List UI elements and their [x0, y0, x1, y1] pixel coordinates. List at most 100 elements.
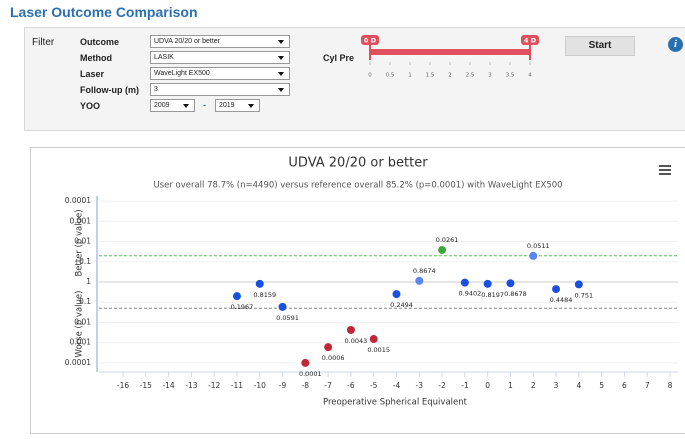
chart-subtitle: User overall 78.7% (n=4490) versus refer…: [153, 181, 562, 191]
data-label: 0.0043: [345, 337, 368, 345]
field-label: Laser: [80, 69, 105, 79]
slider-handle-badge: [361, 35, 379, 45]
data-point: [255, 279, 264, 288]
y-tick-label: 0.0001: [65, 196, 91, 205]
field-select[interactable]: 3: [150, 83, 290, 96]
data-point: [574, 280, 583, 289]
slider-handle-label: 0 D: [364, 37, 377, 45]
x-tick-label: -2: [438, 381, 446, 390]
x-tick-label: 7: [645, 381, 650, 390]
info-icon[interactable]: i: [668, 37, 683, 52]
slider-tick-label: 2.5: [466, 73, 475, 79]
slider-tick-label: 4: [528, 73, 532, 79]
data-label: 0.0015: [367, 346, 390, 354]
slider-tick-label: 1.5: [426, 73, 435, 79]
y-axis-title-better: Better (p value): [75, 209, 85, 276]
data-label: 0.0001: [299, 370, 322, 378]
field-label: Outcome: [80, 37, 120, 47]
data-label: 0.0591: [276, 314, 299, 322]
x-tick-label: 2: [531, 381, 536, 390]
year-separator: -: [203, 100, 206, 110]
data-label: 0.8674: [413, 267, 436, 275]
x-tick-label: 4: [576, 381, 581, 390]
slider-label: Cyl Pre: [323, 53, 355, 63]
x-tick-label: -12: [208, 381, 220, 390]
data-point: [278, 302, 287, 311]
chart-title: UDVA 20/20 or better: [288, 156, 428, 171]
data-point: [460, 278, 469, 287]
x-tick-label: -7: [324, 381, 332, 390]
field-select[interactable]: UDVA 20/20 or better: [150, 35, 290, 48]
filter-label: Filter: [32, 37, 55, 48]
x-tick-label: 5: [599, 381, 604, 390]
data-point: [529, 251, 538, 260]
slider-handle-badge: [521, 35, 539, 45]
menu-icon[interactable]: [659, 165, 671, 175]
x-tick-label: -10: [254, 381, 266, 390]
data-point: [324, 343, 333, 352]
data-label: 0.9402: [459, 290, 482, 298]
field-select[interactable]: LASIK: [150, 51, 290, 64]
data-point: [438, 246, 447, 255]
data-label: 0.8197: [481, 291, 504, 299]
x-tick-label: -1: [461, 381, 469, 390]
data-point: [369, 335, 378, 344]
x-tick-label: 6: [622, 381, 627, 390]
slider-handle-label: 4 D: [524, 37, 537, 45]
data-label: 0.1967: [231, 303, 254, 311]
data-point: [232, 292, 241, 301]
y-tick-label: 0.001: [70, 216, 92, 225]
year-to-select[interactable]: 2019: [215, 99, 260, 112]
data-label: 0.2494: [390, 301, 413, 309]
x-tick-label: -5: [370, 381, 378, 390]
chart-panel: [30, 147, 685, 434]
data-label: 0.0006: [322, 354, 345, 362]
data-label: 0.751: [575, 291, 594, 299]
data-label: 0.0261: [436, 236, 459, 244]
y-tick-label: 1: [86, 277, 91, 286]
data-label: 0.0511: [527, 242, 550, 250]
x-tick-label: -6: [347, 381, 355, 390]
x-tick-label: -15: [140, 381, 152, 390]
x-tick-label: 8: [668, 381, 673, 390]
data-label: 0.8678: [504, 290, 527, 298]
y-tick-label: 0.001: [70, 338, 92, 347]
y-tick-label: 0.01: [74, 237, 91, 246]
x-tick-label: -14: [162, 381, 174, 390]
slider-tick-label: 3.5: [506, 73, 515, 79]
data-point: [506, 279, 515, 288]
slider-tick-label: 2: [448, 73, 452, 79]
x-tick-label: -3: [416, 381, 424, 390]
field-label: Method: [80, 53, 112, 63]
data-label: 0.4484: [550, 296, 573, 304]
field-label: YOO: [80, 101, 101, 111]
field-select[interactable]: WaveLight EX500: [150, 67, 290, 80]
x-tick-label: -13: [185, 381, 197, 390]
slider-tick-label: 3: [488, 73, 492, 79]
x-axis-title: Preoperative Spherical Equivalent: [323, 398, 468, 408]
x-tick-label: 0: [485, 381, 490, 390]
field-label: Follow-up (m): [80, 85, 139, 95]
x-tick-label: -9: [279, 381, 287, 390]
data-point: [392, 290, 401, 299]
data-point: [415, 276, 424, 285]
data-point: [552, 285, 561, 294]
data-point: [301, 358, 310, 367]
slider-tick-label: 1: [408, 73, 412, 79]
slider-tick-label: 0: [368, 73, 372, 79]
x-tick-label: -16: [117, 381, 129, 390]
year-from-select[interactable]: 2009: [150, 99, 195, 112]
data-label: 0.8159: [253, 291, 276, 299]
x-tick-label: -11: [231, 381, 243, 390]
y-tick-label: 0.0001: [65, 358, 91, 367]
data-point: [346, 325, 355, 334]
slider-tick-label: 0.5: [386, 73, 395, 79]
start-button[interactable]: Start: [565, 36, 635, 56]
y-tick-label: 0.1: [79, 297, 91, 306]
x-tick-label: -8: [302, 381, 310, 390]
x-tick-label: 1: [508, 381, 513, 390]
y-axis-title-worse: Worse (p value): [75, 291, 85, 358]
y-tick-label: 0.1: [79, 257, 91, 266]
x-tick-label: -4: [393, 381, 401, 390]
